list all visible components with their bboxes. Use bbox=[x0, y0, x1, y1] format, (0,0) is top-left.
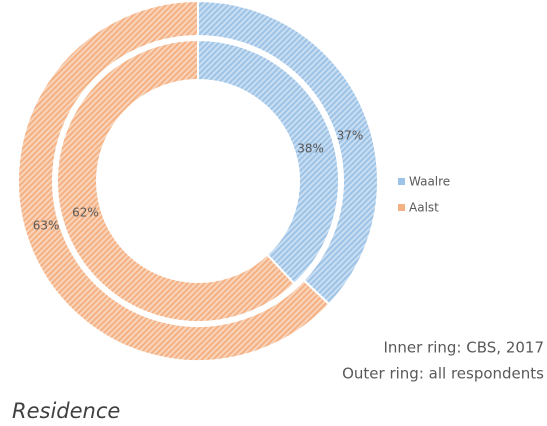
data-label: 38% bbox=[297, 142, 324, 156]
donut-slice bbox=[17, 0, 331, 362]
legend-swatch bbox=[398, 178, 405, 185]
donut-slice bbox=[56, 38, 296, 323]
data-label: 62% bbox=[72, 205, 99, 219]
legend-label: Aalst bbox=[409, 201, 439, 215]
annotation: Outer ring: all respondents bbox=[342, 365, 544, 383]
data-label: 37% bbox=[337, 128, 364, 142]
chart-title: Residence bbox=[12, 399, 120, 423]
legend-swatch bbox=[398, 204, 405, 211]
annotation: Inner ring: CBS, 2017 bbox=[383, 339, 544, 357]
data-label: 63% bbox=[33, 219, 60, 233]
legend-label: Waalre bbox=[409, 175, 450, 189]
donut-slice bbox=[197, 38, 340, 286]
